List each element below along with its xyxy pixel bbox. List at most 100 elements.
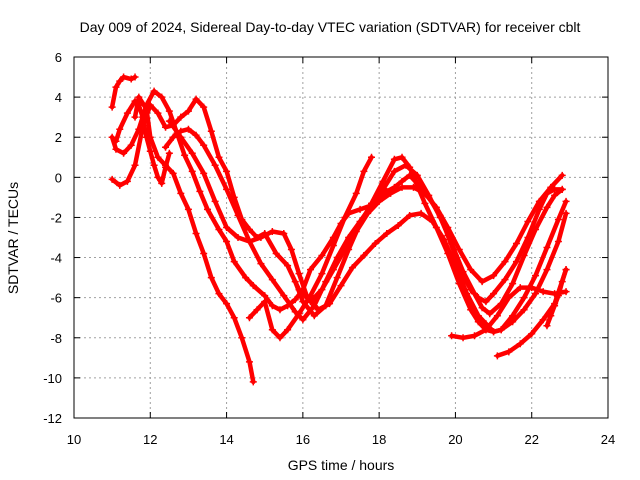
series-3-point [467, 266, 475, 274]
series-2-point [204, 205, 211, 213]
series-2-point [127, 141, 135, 149]
series-6-point [333, 254, 341, 262]
series-10-point [528, 284, 536, 292]
series-9-point [532, 272, 540, 280]
series-5-point [223, 300, 231, 308]
series-3-point [535, 197, 543, 205]
series-10-point [459, 334, 467, 342]
series-2-point [150, 87, 158, 95]
series-5-point [131, 113, 139, 121]
series-3-point [162, 123, 170, 131]
series-9-point [322, 302, 330, 310]
y-tick-label: -2 [50, 210, 62, 225]
series-2-point [242, 274, 250, 282]
series-3-point [387, 189, 395, 197]
series-6-point [291, 308, 299, 316]
series-11-point [539, 316, 547, 324]
series-8-point [306, 292, 314, 300]
series-6-point [520, 252, 528, 260]
series-3-point [223, 167, 231, 175]
series-3-point [512, 240, 520, 248]
series-3-point [177, 113, 185, 121]
series-4-point [123, 109, 131, 117]
series-6-point [162, 143, 170, 151]
series-6-point [551, 191, 559, 199]
y-tick-label: 0 [55, 170, 62, 185]
series-7-point [177, 133, 185, 141]
series-7-point [295, 270, 303, 278]
series-9 [291, 153, 570, 336]
series-5-point [207, 274, 215, 282]
series-3-point [108, 175, 116, 183]
series-9-point [310, 312, 318, 320]
series-4-point [116, 125, 124, 133]
x-tick-label: 20 [448, 432, 462, 447]
series-11-point [493, 352, 501, 360]
series-8-point [295, 310, 303, 318]
y-tick-labels: 6 4 2 0 -2 -4 -6 -8 -10 -12 [43, 50, 62, 426]
x-tick-label: 22 [524, 432, 538, 447]
series-9-point [421, 199, 429, 207]
series-5-point [249, 378, 257, 386]
x-tick-label: 24 [601, 432, 615, 447]
series-8-point [318, 270, 326, 278]
series-6-point [169, 133, 177, 141]
series-6-point [268, 276, 276, 284]
series-9-point [299, 298, 307, 306]
series-7-point [406, 211, 414, 219]
series-6-point [459, 268, 467, 276]
series-2-point [165, 107, 173, 115]
series-7-point [337, 282, 345, 290]
series-5-point [245, 358, 253, 366]
series-6-point [192, 131, 200, 139]
series-8-point [368, 153, 376, 161]
series-6-point [200, 141, 208, 149]
series-5-point [215, 290, 223, 298]
series-10-point [505, 294, 513, 302]
series-2-point [261, 292, 269, 300]
series-9-point [406, 163, 414, 171]
series-7-point [543, 266, 551, 274]
series-7-point [200, 169, 208, 177]
series-9-point [543, 244, 551, 252]
y-tick-label: -4 [50, 251, 62, 266]
axis-ticks [73, 56, 609, 419]
series-2-point [512, 258, 520, 266]
series-9-point [379, 177, 387, 185]
series-3-point [398, 183, 406, 191]
series-9-point [432, 223, 440, 231]
series-3-point [478, 278, 486, 286]
series-5-point [184, 205, 192, 213]
series-9-point [520, 294, 528, 302]
series-2-point [249, 282, 257, 290]
series-5-point [192, 229, 200, 237]
plot-frame [73, 56, 609, 419]
series-10-point [448, 332, 456, 340]
series-2-point [108, 133, 116, 141]
series-7-point [165, 117, 173, 125]
series-7-point [234, 234, 242, 241]
series-8-point [268, 326, 276, 334]
series-3-point [116, 181, 124, 189]
series-5-point [162, 161, 170, 169]
series-5-point [200, 250, 208, 258]
series-2-point [482, 298, 490, 306]
series-12-point [543, 322, 551, 330]
series-2-point [268, 302, 276, 310]
y-axis-label: SDTVAR / TECUs [5, 182, 21, 294]
y-tick-label: 2 [55, 130, 62, 145]
series-1-point [116, 77, 124, 85]
series-4-point [165, 149, 173, 157]
series-5-point [230, 314, 238, 322]
series-2-point [551, 185, 559, 193]
series-7-point [257, 234, 265, 241]
x-tick-label: 14 [219, 432, 233, 447]
series-1-point [127, 75, 135, 83]
series-1-point [120, 73, 128, 81]
chart-title: Day 009 of 2024, Sidereal Day-to-day VTE… [80, 19, 581, 35]
series-3-point [501, 258, 509, 266]
series-7-point [287, 246, 295, 254]
series-9-point [413, 181, 421, 189]
series-6-point [448, 240, 456, 248]
